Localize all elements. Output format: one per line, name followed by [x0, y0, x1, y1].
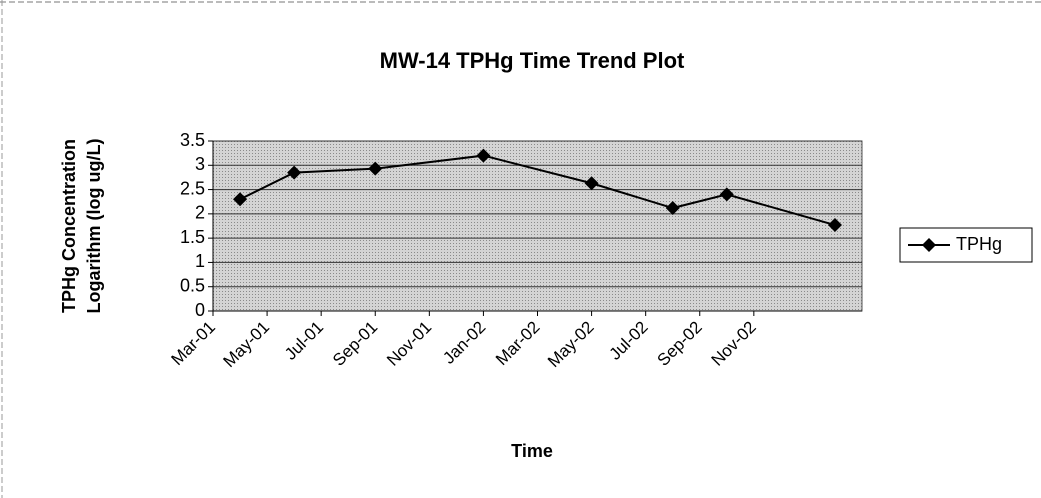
data-point: [368, 161, 383, 176]
y-tick-label: 3.5: [180, 130, 205, 150]
x-tick-label: Sep-01: [329, 318, 381, 370]
x-tick-label: Jul-01: [281, 318, 327, 364]
data-point: [719, 187, 734, 202]
legend-marker: [922, 238, 936, 252]
legend: TPHg: [899, 227, 1033, 263]
data-point: [584, 176, 599, 191]
x-tick-label: Nov-02: [708, 318, 760, 370]
x-tick-label: May-02: [544, 318, 598, 372]
y-tick-label: 3: [195, 154, 205, 174]
y-axis-label: TPHg Concentration: [59, 139, 79, 313]
legend-label: TPHg: [956, 234, 1002, 254]
data-point: [827, 218, 842, 233]
y-tick-label: 2: [195, 203, 205, 223]
x-tick-label: Mar-01: [167, 318, 219, 370]
chart-title: MW-14 TPHg Time Trend Plot: [380, 48, 685, 73]
data-point: [476, 148, 491, 163]
x-tick-label: Jan-02: [439, 318, 489, 368]
x-tick-label: Sep-02: [654, 318, 706, 370]
data-point: [233, 192, 248, 207]
plot-area: [212, 140, 863, 312]
series-line: [239, 154, 836, 226]
x-tick-label: Jul-02: [605, 318, 651, 364]
y-axis-label: Logarithm (log ug/L): [84, 139, 104, 314]
x-axis-label: Time: [511, 441, 553, 461]
x-tick-label: May-01: [220, 318, 274, 372]
data-point: [287, 165, 302, 180]
y-tick-label: 0: [195, 300, 205, 320]
x-tick-label: Nov-01: [383, 318, 435, 370]
x-tick-label: Mar-02: [492, 318, 544, 370]
y-tick-label: 1.5: [180, 227, 205, 247]
y-tick-label: 0.5: [180, 275, 205, 295]
y-tick-label: 2.5: [180, 178, 205, 198]
data-point: [665, 201, 680, 216]
y-tick-label: 1: [195, 251, 205, 271]
